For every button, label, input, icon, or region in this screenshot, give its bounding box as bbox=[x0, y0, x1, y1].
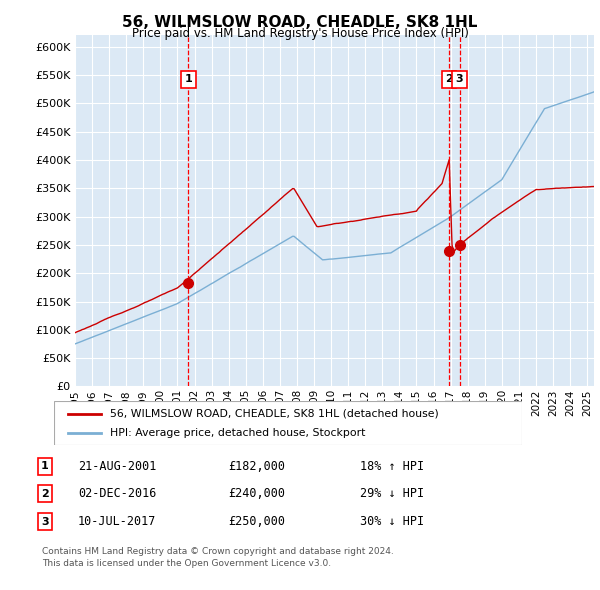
Text: 3: 3 bbox=[456, 74, 463, 84]
Text: £182,000: £182,000 bbox=[228, 460, 285, 473]
Text: 30% ↓ HPI: 30% ↓ HPI bbox=[360, 515, 424, 528]
Text: 2: 2 bbox=[445, 74, 453, 84]
FancyBboxPatch shape bbox=[54, 401, 522, 445]
Text: 1: 1 bbox=[185, 74, 193, 84]
Text: This data is licensed under the Open Government Licence v3.0.: This data is licensed under the Open Gov… bbox=[42, 559, 331, 568]
Text: 56, WILMSLOW ROAD, CHEADLE, SK8 1HL: 56, WILMSLOW ROAD, CHEADLE, SK8 1HL bbox=[122, 15, 478, 30]
Text: 02-DEC-2016: 02-DEC-2016 bbox=[78, 487, 157, 500]
Text: £250,000: £250,000 bbox=[228, 515, 285, 528]
Text: 1: 1 bbox=[41, 461, 49, 471]
Text: Price paid vs. HM Land Registry's House Price Index (HPI): Price paid vs. HM Land Registry's House … bbox=[131, 27, 469, 40]
Text: 3: 3 bbox=[41, 517, 49, 526]
Text: 21-AUG-2001: 21-AUG-2001 bbox=[78, 460, 157, 473]
Text: HPI: Average price, detached house, Stockport: HPI: Average price, detached house, Stoc… bbox=[110, 428, 365, 438]
Text: 18% ↑ HPI: 18% ↑ HPI bbox=[360, 460, 424, 473]
Text: 10-JUL-2017: 10-JUL-2017 bbox=[78, 515, 157, 528]
Text: 56, WILMSLOW ROAD, CHEADLE, SK8 1HL (detached house): 56, WILMSLOW ROAD, CHEADLE, SK8 1HL (det… bbox=[110, 409, 439, 418]
Text: 2: 2 bbox=[41, 489, 49, 499]
Text: £240,000: £240,000 bbox=[228, 487, 285, 500]
Text: Contains HM Land Registry data © Crown copyright and database right 2024.: Contains HM Land Registry data © Crown c… bbox=[42, 547, 394, 556]
Text: 29% ↓ HPI: 29% ↓ HPI bbox=[360, 487, 424, 500]
